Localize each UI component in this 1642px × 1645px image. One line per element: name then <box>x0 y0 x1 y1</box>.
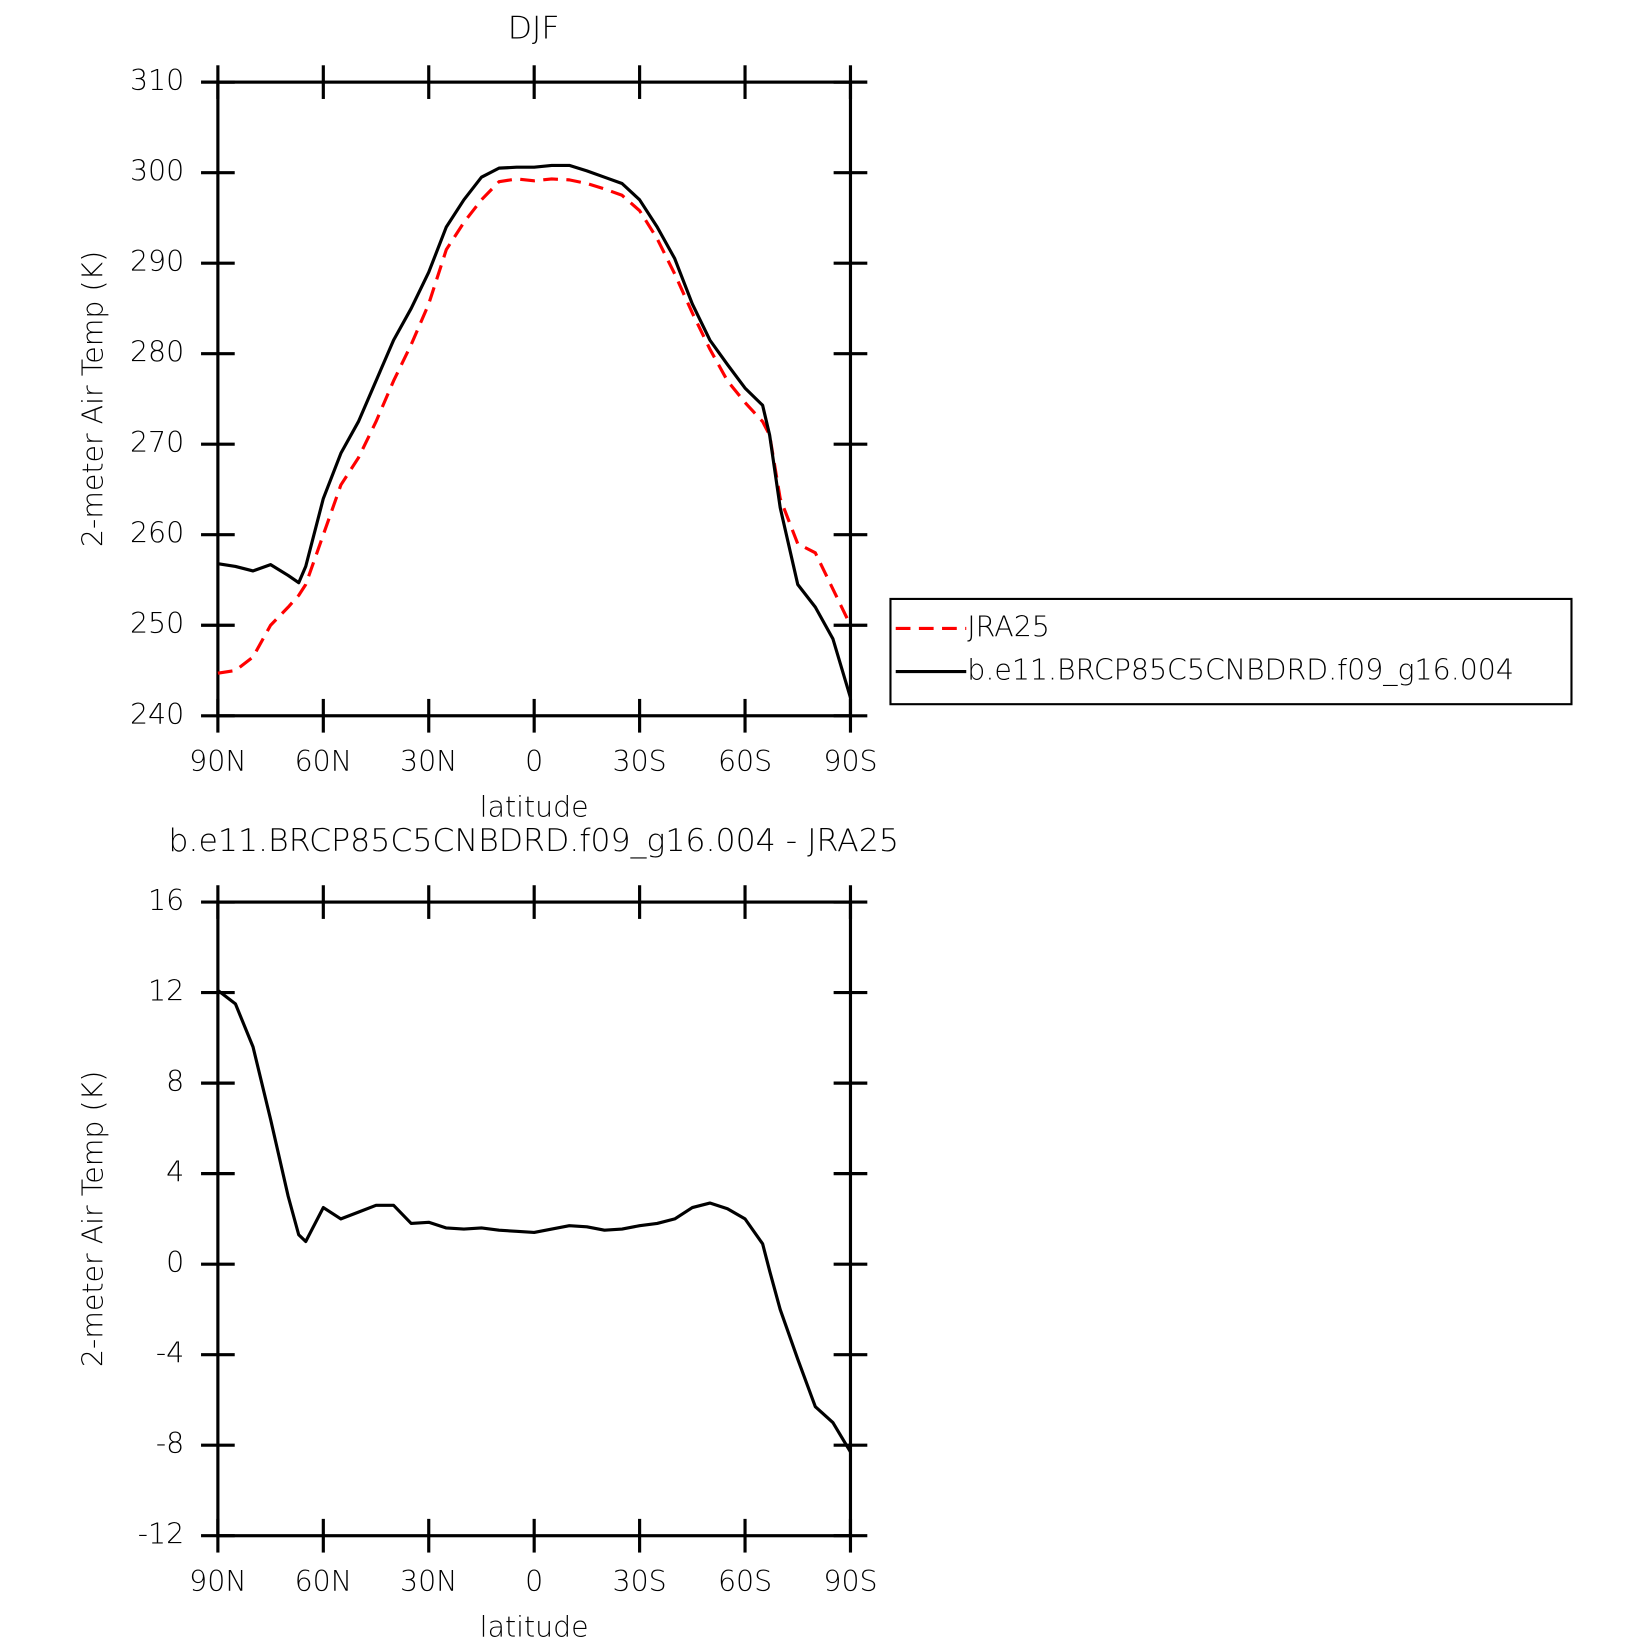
y-tick-label: 8 <box>166 1065 184 1098</box>
y-tick-label: 16 <box>148 884 184 917</box>
y-tick-label: 0 <box>166 1246 184 1279</box>
x-tick-label: 60N <box>295 745 352 778</box>
y-axis-label: 2-meter Air Temp (K) <box>77 251 110 547</box>
x-tick-label: 90N <box>189 745 246 778</box>
data-line <box>217 177 852 675</box>
y-tick-label: 250 <box>130 607 184 640</box>
data-line <box>216 989 852 1453</box>
x-tick-label: 60S <box>718 1565 772 1598</box>
x-tick-label: 0 <box>525 745 543 778</box>
y-tick-label: -8 <box>156 1427 184 1460</box>
legend-label: b.e11.BRCP85C5CNBDRD.f09_g16.004 <box>967 654 1514 688</box>
x-tick-label: 30N <box>400 745 457 778</box>
x-tick-label: 60S <box>718 745 772 778</box>
y-tick-label: 290 <box>130 245 184 278</box>
legend-box <box>889 597 1573 706</box>
plot-frame <box>216 900 853 1538</box>
x-axis-label: latitude <box>480 1610 589 1641</box>
x-tick-label: 60N <box>295 1565 352 1598</box>
x-tick-label: 30S <box>613 745 667 778</box>
y-axis-label: 2-meter Air Temp (K) <box>77 1071 110 1367</box>
y-tick-label: 310 <box>130 64 184 97</box>
y-tick-label: 300 <box>130 155 184 188</box>
x-tick-label: 90S <box>823 745 877 778</box>
data-line <box>217 163 852 699</box>
chart-title: b.e11.BRCP85C5CNBDRD.f09_g16.004 - JRA25 <box>168 823 899 859</box>
chart-title: DJF <box>508 10 560 46</box>
y-tick-label: -4 <box>156 1337 184 1370</box>
y-tick-label: 12 <box>148 975 184 1008</box>
x-tick-label: 30S <box>613 1565 667 1598</box>
y-tick-label: -12 <box>138 1518 184 1551</box>
y-tick-label: 4 <box>166 1156 184 1189</box>
y-tick-label: 270 <box>130 426 184 459</box>
y-tick-label: 260 <box>130 517 184 550</box>
y-tick-label: 280 <box>130 336 184 369</box>
x-tick-label: 90N <box>189 1565 246 1598</box>
x-tick-label: 0 <box>525 1565 543 1598</box>
x-tick-label: 30N <box>400 1565 457 1598</box>
x-axis-label: latitude <box>480 790 589 823</box>
y-tick-label: 240 <box>130 698 184 731</box>
legend-label: JRA25 <box>967 610 1050 643</box>
x-tick-label: 90S <box>823 1565 877 1598</box>
